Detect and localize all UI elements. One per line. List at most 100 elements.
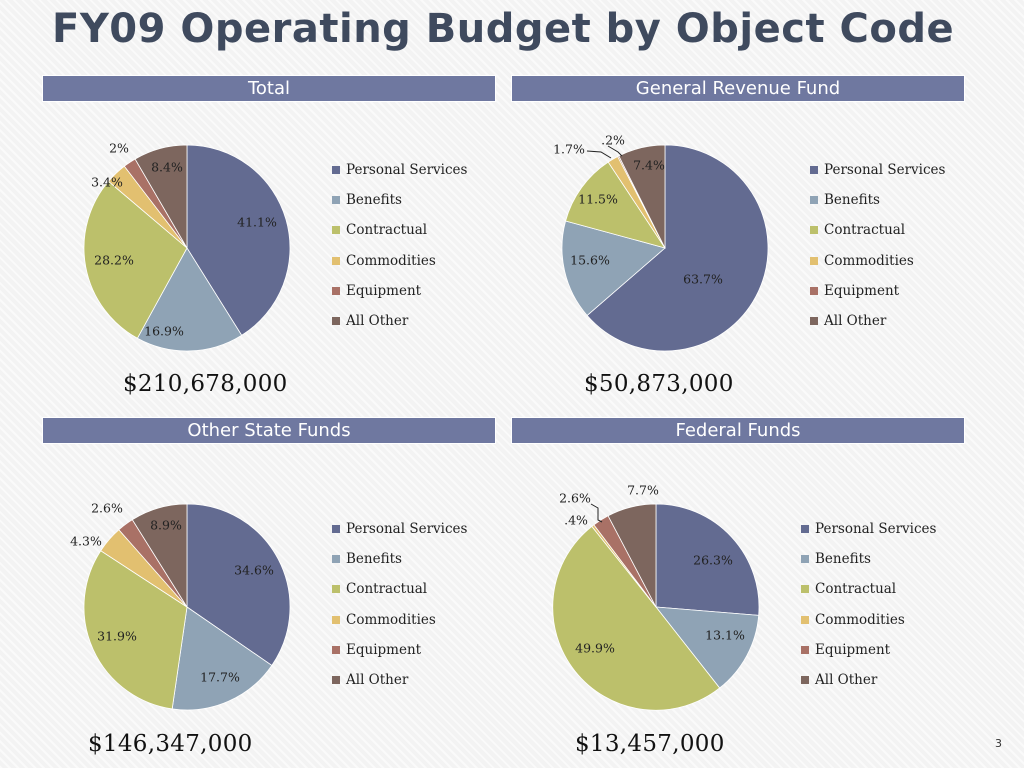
legend-swatch — [810, 226, 818, 235]
panel-header-other-state: Other State Funds — [42, 417, 496, 444]
panel-header-total: Total — [42, 75, 496, 102]
legend-item-personal-services: Personal Services — [810, 162, 945, 192]
legend-item-equipment: Equipment — [801, 642, 936, 672]
legend-swatch — [810, 286, 818, 295]
legend-item-personal-services: Personal Services — [801, 521, 936, 551]
data-label-contractual: 11.5% — [578, 192, 618, 207]
legend-swatch — [332, 615, 340, 624]
legend-swatch — [332, 675, 340, 684]
legend-label: Benefits — [346, 551, 402, 568]
panel-header-federal: Federal Funds — [511, 417, 965, 444]
legend-item-equipment: Equipment — [810, 283, 945, 313]
legend-item-personal-services: Personal Services — [332, 521, 467, 551]
total-amount-general-revenue: $50,873,000 — [584, 371, 734, 397]
legend-label: Commodities — [824, 252, 914, 269]
slice-contractual — [565, 161, 666, 249]
data-label-benefits: 13.1% — [705, 628, 745, 643]
legend-other-state: Personal Services Benefits Contractual Comm… — [332, 521, 467, 702]
legend-item-equipment: Equipment — [332, 283, 467, 313]
legend-item-commodities: Commodities — [801, 612, 936, 642]
legend-label: All Other — [346, 671, 409, 688]
leader-line — [586, 150, 612, 159]
legend-swatch — [801, 645, 809, 654]
data-label-contractual: 31.9% — [97, 629, 137, 644]
legend-item-commodities: Commodities — [332, 612, 467, 642]
legend-swatch — [332, 555, 340, 564]
slice-benefits — [561, 220, 666, 317]
data-label-all-other: 7.4% — [633, 158, 665, 173]
data-label-equipment: 2.6% — [559, 491, 591, 506]
legend-label: Personal Services — [346, 521, 468, 537]
data-label-personal-services: 63.7% — [683, 272, 723, 287]
legend-swatch — [810, 196, 818, 205]
data-label-commodities: 1.7% — [553, 142, 585, 157]
legend-swatch — [810, 166, 818, 174]
data-label-commodities: .4% — [564, 513, 588, 528]
legend-swatch — [332, 286, 340, 295]
slice-personal-services — [586, 144, 769, 352]
data-label-contractual: 49.9% — [575, 641, 615, 656]
legend-swatch — [332, 645, 340, 654]
slice-all-other — [131, 503, 188, 609]
data-label-personal-services: 26.3% — [693, 553, 733, 568]
legend-swatch — [801, 525, 809, 533]
data-label-equipment: .2% — [601, 133, 625, 148]
legend-item-all-other: All Other — [332, 313, 467, 343]
data-label-benefits: 16.9% — [144, 324, 184, 339]
data-label-commodities: 4.3% — [70, 534, 102, 549]
data-label-all-other: 8.9% — [150, 518, 182, 533]
data-label-personal-services: 41.1% — [237, 215, 277, 230]
legend-general-revenue: Personal Services Benefits Contractual Comm… — [810, 162, 945, 343]
leader-line — [590, 503, 603, 523]
legend-label: Contractual — [346, 222, 428, 239]
legend-label: Benefits — [824, 192, 880, 209]
legend-item-benefits: Benefits — [810, 192, 945, 222]
legend-item-equipment: Equipment — [332, 642, 467, 672]
legend-swatch — [332, 525, 340, 533]
legend-label: Personal Services — [824, 162, 946, 178]
legend-total: Personal Services Benefits Contractual Comm… — [332, 162, 467, 343]
data-label-equipment: 2% — [109, 141, 129, 156]
total-amount-federal: $13,457,000 — [575, 731, 725, 757]
total-amount-total: $210,678,000 — [123, 371, 288, 397]
legend-label: Contractual — [346, 581, 428, 598]
legend-swatch — [810, 316, 818, 325]
legend-swatch — [801, 615, 809, 624]
data-label-contractual: 28.2% — [94, 253, 134, 268]
slice-all-other — [607, 503, 657, 608]
legend-item-all-other: All Other — [801, 672, 936, 702]
legend-federal: Personal Services Benefits Contractual Comm… — [801, 521, 936, 702]
legend-label: All Other — [824, 312, 887, 329]
legend-item-commodities: Commodities — [810, 253, 945, 283]
legend-label: Contractual — [824, 222, 906, 239]
legend-label: Contractual — [815, 581, 897, 598]
slice-benefits — [655, 606, 760, 689]
slice-all-other — [618, 144, 666, 249]
legend-swatch — [332, 316, 340, 325]
slice-benefits — [136, 247, 243, 352]
legend-item-benefits: Benefits — [332, 551, 467, 581]
legend-label: Commodities — [815, 611, 905, 628]
legend-item-benefits: Benefits — [332, 192, 467, 222]
legend-label: Benefits — [815, 551, 871, 568]
slice-contractual — [552, 525, 721, 711]
legend-swatch — [801, 675, 809, 684]
panel-header-general-revenue: General Revenue Fund — [511, 75, 965, 102]
slide-title: FY09 Operating Budget by Object Code — [52, 6, 955, 52]
data-label-all-other: 8.4% — [151, 160, 183, 175]
legend-swatch — [332, 585, 340, 594]
legend-item-contractual: Contractual — [801, 581, 936, 611]
legend-swatch — [801, 555, 809, 564]
data-label-benefits: 15.6% — [570, 253, 610, 268]
data-label-personal-services: 34.6% — [234, 563, 274, 578]
legend-label: All Other — [346, 312, 409, 329]
data-label-equipment: 2.6% — [91, 501, 123, 516]
legend-item-benefits: Benefits — [801, 551, 936, 581]
legend-label: All Other — [815, 671, 878, 688]
legend-label: Personal Services — [815, 521, 937, 537]
legend-label: Commodities — [346, 611, 436, 628]
